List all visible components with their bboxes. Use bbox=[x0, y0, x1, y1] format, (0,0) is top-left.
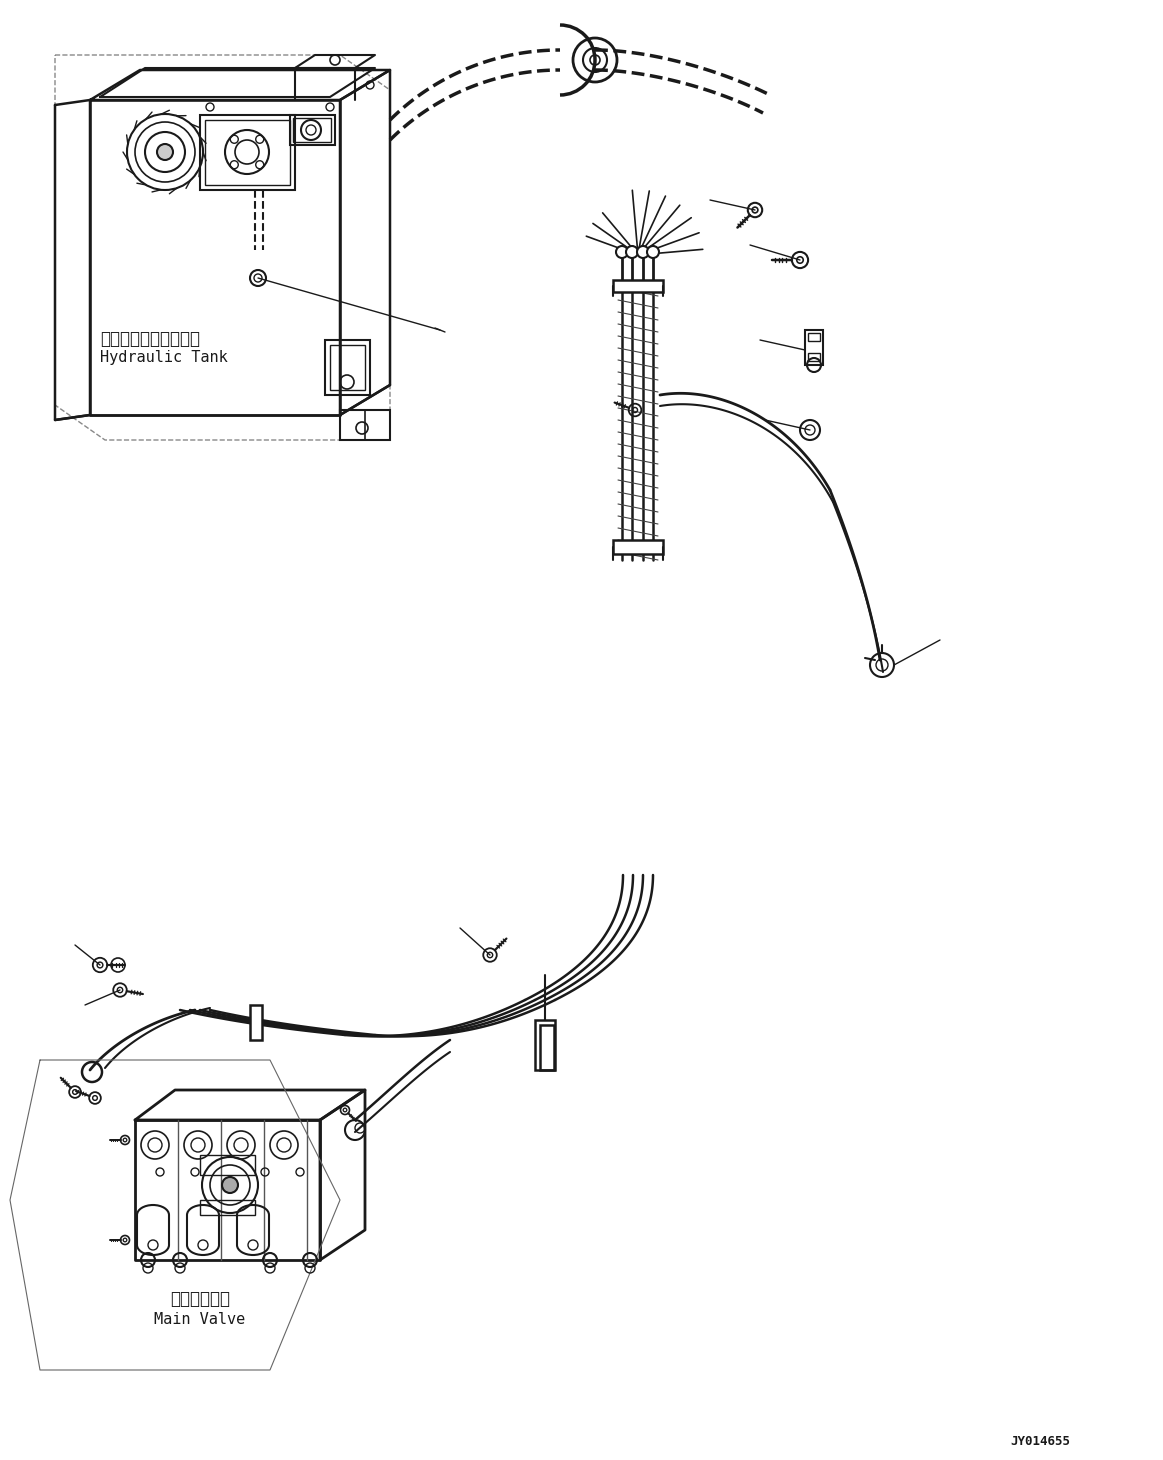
Circle shape bbox=[626, 245, 638, 258]
Text: ハイドロリックタンク: ハイドロリックタンク bbox=[100, 330, 200, 347]
Bar bbox=[805, 330, 823, 365]
Bar bbox=[340, 410, 390, 439]
Bar bbox=[808, 333, 820, 342]
Bar bbox=[808, 353, 820, 361]
Circle shape bbox=[647, 245, 659, 258]
Bar bbox=[200, 115, 295, 190]
Bar bbox=[535, 1021, 555, 1070]
Bar bbox=[200, 1200, 255, 1215]
Bar bbox=[250, 1004, 262, 1040]
Bar bbox=[324, 340, 370, 396]
Bar bbox=[613, 280, 663, 292]
Text: JY014655: JY014655 bbox=[1009, 1435, 1070, 1448]
Bar bbox=[200, 1155, 255, 1175]
Bar bbox=[293, 118, 331, 142]
Circle shape bbox=[637, 245, 649, 258]
Text: Main Valve: Main Valve bbox=[155, 1313, 245, 1327]
Circle shape bbox=[222, 1177, 238, 1193]
Text: Hydraulic Tank: Hydraulic Tank bbox=[100, 350, 228, 365]
Circle shape bbox=[157, 145, 173, 161]
Bar bbox=[330, 345, 365, 390]
Bar bbox=[540, 1025, 554, 1070]
Bar bbox=[613, 540, 663, 553]
Bar bbox=[205, 120, 290, 185]
Text: メインバルブ: メインバルブ bbox=[170, 1291, 230, 1308]
Circle shape bbox=[616, 245, 628, 258]
Bar bbox=[290, 115, 335, 145]
